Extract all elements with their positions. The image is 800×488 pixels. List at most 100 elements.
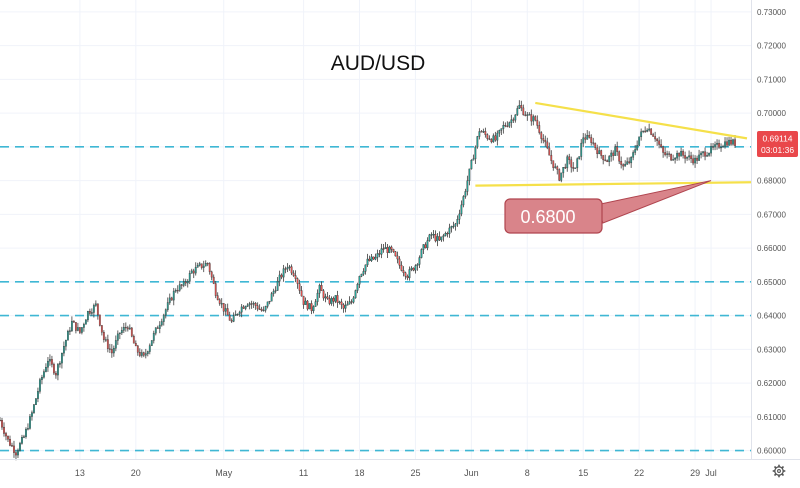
candle-body <box>476 136 479 148</box>
candle-body <box>382 248 385 250</box>
candle-body <box>532 116 535 122</box>
candle-body <box>620 161 623 165</box>
candle-body <box>542 138 545 141</box>
candle-body <box>510 119 513 123</box>
candle-body <box>662 146 665 153</box>
candle-body <box>226 308 229 316</box>
candle-body <box>282 268 285 278</box>
candle-body <box>614 146 617 156</box>
candle-body <box>37 391 39 399</box>
candle-body <box>158 324 161 329</box>
candle-body <box>332 297 335 302</box>
candle-body <box>596 147 599 155</box>
x-tick-label: 15 <box>578 468 588 478</box>
candle-body <box>418 257 421 265</box>
candle-body <box>304 300 307 305</box>
candle-body <box>17 450 19 456</box>
y-tick-label: 0.71000 <box>757 75 786 84</box>
candle-body <box>446 233 449 235</box>
candle-body <box>136 345 139 353</box>
candle-body <box>410 267 413 270</box>
candle-body <box>732 139 734 145</box>
trendline-upper[interactable] <box>535 101 748 140</box>
candle-body <box>142 352 145 356</box>
candle-body <box>384 247 387 250</box>
candle-body <box>188 273 191 282</box>
candle-body <box>194 267 197 274</box>
candle-body <box>380 248 383 255</box>
callout-box[interactable] <box>504 198 603 234</box>
candle-body <box>698 154 700 161</box>
candle-body <box>324 296 327 299</box>
candle-body <box>702 151 704 154</box>
candle-body <box>440 236 443 241</box>
candle-body <box>78 327 81 333</box>
candle-body <box>110 349 113 354</box>
candle-body <box>94 303 97 306</box>
candle-body <box>96 303 99 316</box>
candle-body <box>434 234 437 242</box>
candle-body <box>31 412 33 417</box>
candle-body <box>25 428 27 437</box>
candle-body <box>534 116 537 121</box>
candle-body <box>632 152 635 158</box>
candle-body <box>544 140 547 143</box>
candle-body <box>154 327 157 334</box>
candle-body <box>334 295 337 302</box>
candle-body <box>314 301 317 307</box>
candle-body <box>546 141 549 149</box>
candle-body <box>406 276 409 279</box>
x-tick-label: 29 <box>690 468 700 478</box>
candle-body <box>674 157 677 160</box>
candle-body <box>296 278 299 284</box>
y-tick-label: 0.66000 <box>757 244 786 253</box>
candle-body <box>128 327 131 330</box>
candle-body <box>306 300 309 310</box>
candle-body <box>552 160 555 168</box>
candle-body <box>11 445 13 447</box>
candle-body <box>480 131 483 133</box>
candle-body <box>360 273 363 277</box>
candle-body <box>272 290 275 294</box>
candle-body <box>21 437 23 444</box>
candle-body <box>240 306 243 313</box>
y-tick-label: 0.73000 <box>757 8 786 17</box>
candle-body <box>162 314 165 322</box>
candle-body <box>0 419 1 422</box>
candle-body <box>400 264 403 271</box>
candle-body <box>504 125 507 127</box>
candle-body <box>43 371 45 378</box>
candle-body <box>356 284 359 291</box>
candle-body <box>558 169 561 181</box>
settings-gear-icon[interactable] <box>772 464 786 478</box>
time-axis: 13 20 May 11 18 25 Jun 8 15 22 29 Jul <box>75 468 717 478</box>
candle-body <box>580 142 583 157</box>
candle-body <box>76 327 79 331</box>
candle-body <box>346 303 349 306</box>
candle-body <box>206 263 209 265</box>
candles <box>0 100 736 461</box>
candle-body <box>198 263 201 266</box>
candle-body <box>652 134 655 137</box>
candle-body <box>490 139 493 143</box>
candle-body <box>100 325 103 333</box>
candle-body <box>7 435 9 440</box>
candle-body <box>354 290 357 299</box>
candle-body <box>618 151 621 162</box>
candle-body <box>55 372 57 376</box>
candle-body <box>310 303 313 312</box>
candle-body <box>714 144 716 148</box>
candle-body <box>344 305 347 309</box>
candle-body <box>80 327 83 333</box>
candle-body <box>456 219 459 225</box>
candle-body <box>134 343 137 347</box>
chart-title: AUD/USD <box>331 52 426 75</box>
candle-body <box>716 142 718 145</box>
candle-body <box>656 138 659 142</box>
candle-body <box>114 340 117 349</box>
candle-body <box>460 204 463 215</box>
candle-body <box>594 142 597 149</box>
candle-body <box>644 130 647 132</box>
candle-body <box>45 367 47 372</box>
